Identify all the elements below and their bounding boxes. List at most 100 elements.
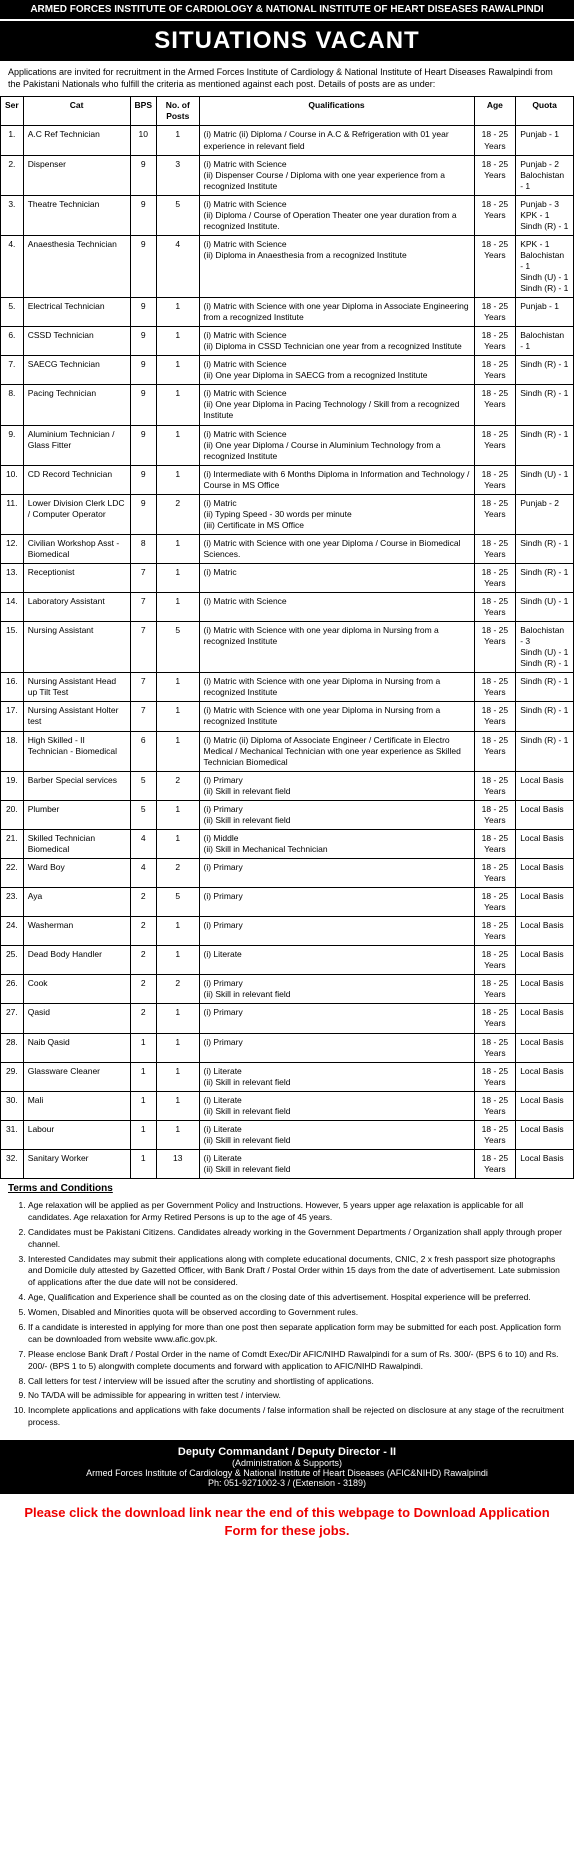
table-cell: (i) Matric with Science(ii) Dispenser Co…: [199, 155, 474, 195]
table-row: 18.High Skilled - II Technician - Biomed…: [1, 731, 574, 771]
table-row: 22.Ward Boy42(i) Primary18 - 25 YearsLoc…: [1, 858, 574, 887]
table-row: 11.Lower Division Clerk LDC / Computer O…: [1, 494, 574, 534]
terms-heading: Terms and Conditions: [0, 1179, 574, 1198]
table-cell: Lower Division Clerk LDC / Computer Oper…: [23, 494, 130, 534]
table-cell: 1: [157, 800, 199, 829]
table-cell: 5: [157, 622, 199, 673]
table-cell: 2: [130, 1004, 156, 1033]
table-cell: (i) Matric (ii) Diploma of Associate Eng…: [199, 731, 474, 771]
table-cell: (i) Matric with Science(ii) Diploma in C…: [199, 327, 474, 356]
table-cell: Sindh (R) - 1: [516, 425, 574, 465]
table-cell: 18 - 25 Years: [474, 888, 516, 917]
table-cell: 21.: [1, 829, 24, 858]
table-cell: 9: [130, 465, 156, 494]
table-cell: 1: [157, 298, 199, 327]
table-cell: 2: [157, 858, 199, 887]
table-cell: 8: [130, 534, 156, 563]
table-cell: Dead Body Handler: [23, 946, 130, 975]
table-cell: CSSD Technician: [23, 327, 130, 356]
table-cell: Punjab - 2Balochistan - 1: [516, 155, 574, 195]
table-cell: (i) Matric with Science with one year Di…: [199, 534, 474, 563]
table-cell: Dispenser: [23, 155, 130, 195]
table-cell: (i) Primary: [199, 1004, 474, 1033]
table-cell: 1: [157, 425, 199, 465]
table-cell: 1: [157, 1062, 199, 1091]
table-cell: 18 - 25 Years: [474, 1091, 516, 1120]
table-cell: 5: [157, 888, 199, 917]
table-row: 28.Naib Qasid11(i) Primary18 - 25 YearsL…: [1, 1033, 574, 1062]
table-cell: 18 - 25 Years: [474, 771, 516, 800]
table-header-cell: Quota: [516, 97, 574, 126]
table-cell: 2: [130, 888, 156, 917]
table-cell: 29.: [1, 1062, 24, 1091]
table-cell: Cook: [23, 975, 130, 1004]
table-cell: Local Basis: [516, 888, 574, 917]
table-row: 23.Aya25(i) Primary18 - 25 YearsLocal Ba…: [1, 888, 574, 917]
table-cell: Aluminium Technician / Glass Fitter: [23, 425, 130, 465]
table-cell: 7: [130, 702, 156, 731]
table-cell: Glassware Cleaner: [23, 1062, 130, 1091]
table-header-cell: Qualifications: [199, 97, 474, 126]
table-cell: 18 - 25 Years: [474, 829, 516, 858]
table-cell: Sindh (R) - 1: [516, 731, 574, 771]
table-cell: Naib Qasid: [23, 1033, 130, 1062]
table-cell: (i) Literate(ii) Skill in relevant field: [199, 1062, 474, 1091]
table-row: 4.Anaesthesia Technician94(i) Matric wit…: [1, 235, 574, 297]
table-cell: 2: [157, 771, 199, 800]
table-cell: 4: [130, 829, 156, 858]
table-cell: Aya: [23, 888, 130, 917]
table-cell: (i) Matric: [199, 563, 474, 592]
footer-role: Deputy Commandant / Deputy Director - II: [6, 1446, 568, 1458]
table-cell: 1.: [1, 126, 24, 155]
terms-block: Age relaxation will be applied as per Go…: [0, 1198, 574, 1434]
table-cell: 24.: [1, 917, 24, 946]
table-cell: (i) Primary(ii) Skill in relevant field: [199, 800, 474, 829]
table-cell: 5: [157, 195, 199, 235]
terms-item: Incomplete applications and applications…: [28, 1405, 566, 1429]
table-cell: (i) Primary(ii) Skill in relevant field: [199, 975, 474, 1004]
table-cell: 18 - 25 Years: [474, 673, 516, 702]
table-cell: 1: [157, 702, 199, 731]
table-cell: Punjab - 3KPK - 1Sindh (R) - 1: [516, 195, 574, 235]
table-cell: Nursing Assistant Holter test: [23, 702, 130, 731]
table-cell: 1: [130, 1033, 156, 1062]
table-header-cell: BPS: [130, 97, 156, 126]
table-cell: 18 - 25 Years: [474, 356, 516, 385]
table-cell: 18 - 25 Years: [474, 298, 516, 327]
table-cell: 18 - 25 Years: [474, 800, 516, 829]
table-cell: 9: [130, 155, 156, 195]
table-cell: High Skilled - II Technician - Biomedica…: [23, 731, 130, 771]
table-cell: Electrical Technician: [23, 298, 130, 327]
table-cell: 19.: [1, 771, 24, 800]
table-row: 13.Receptionist71(i) Matric18 - 25 Years…: [1, 563, 574, 592]
terms-item: Call letters for test / interview will b…: [28, 1376, 566, 1388]
table-cell: 1: [157, 946, 199, 975]
terms-item: Age relaxation will be applied as per Go…: [28, 1200, 566, 1224]
table-row: 14.Laboratory Assistant71(i) Matric with…: [1, 593, 574, 622]
table-cell: Barber Special services: [23, 771, 130, 800]
table-cell: 18 - 25 Years: [474, 622, 516, 673]
table-cell: 2: [130, 975, 156, 1004]
table-cell: 4: [130, 858, 156, 887]
table-cell: 7: [130, 593, 156, 622]
table-cell: Plumber: [23, 800, 130, 829]
table-cell: Local Basis: [516, 975, 574, 1004]
table-cell: 1: [130, 1149, 156, 1178]
table-cell: 1: [130, 1091, 156, 1120]
table-cell: (i) Middle(ii) Skill in Mechanical Techn…: [199, 829, 474, 858]
table-cell: 18 - 25 Years: [474, 563, 516, 592]
table-cell: 1: [157, 1091, 199, 1120]
table-cell: Sindh (R) - 1: [516, 702, 574, 731]
table-cell: 1: [157, 563, 199, 592]
table-cell: 4.: [1, 235, 24, 297]
table-cell: 2: [157, 494, 199, 534]
table-row: 19.Barber Special services52(i) Primary(…: [1, 771, 574, 800]
table-cell: 1: [157, 1004, 199, 1033]
table-cell: (i) Matric with Science(ii) One year Dip…: [199, 425, 474, 465]
table-cell: Washerman: [23, 917, 130, 946]
table-cell: Labour: [23, 1120, 130, 1149]
table-header-cell: Age: [474, 97, 516, 126]
table-row: 2.Dispenser93(i) Matric with Science(ii)…: [1, 155, 574, 195]
table-cell: 9: [130, 356, 156, 385]
table-cell: 1: [130, 1062, 156, 1091]
